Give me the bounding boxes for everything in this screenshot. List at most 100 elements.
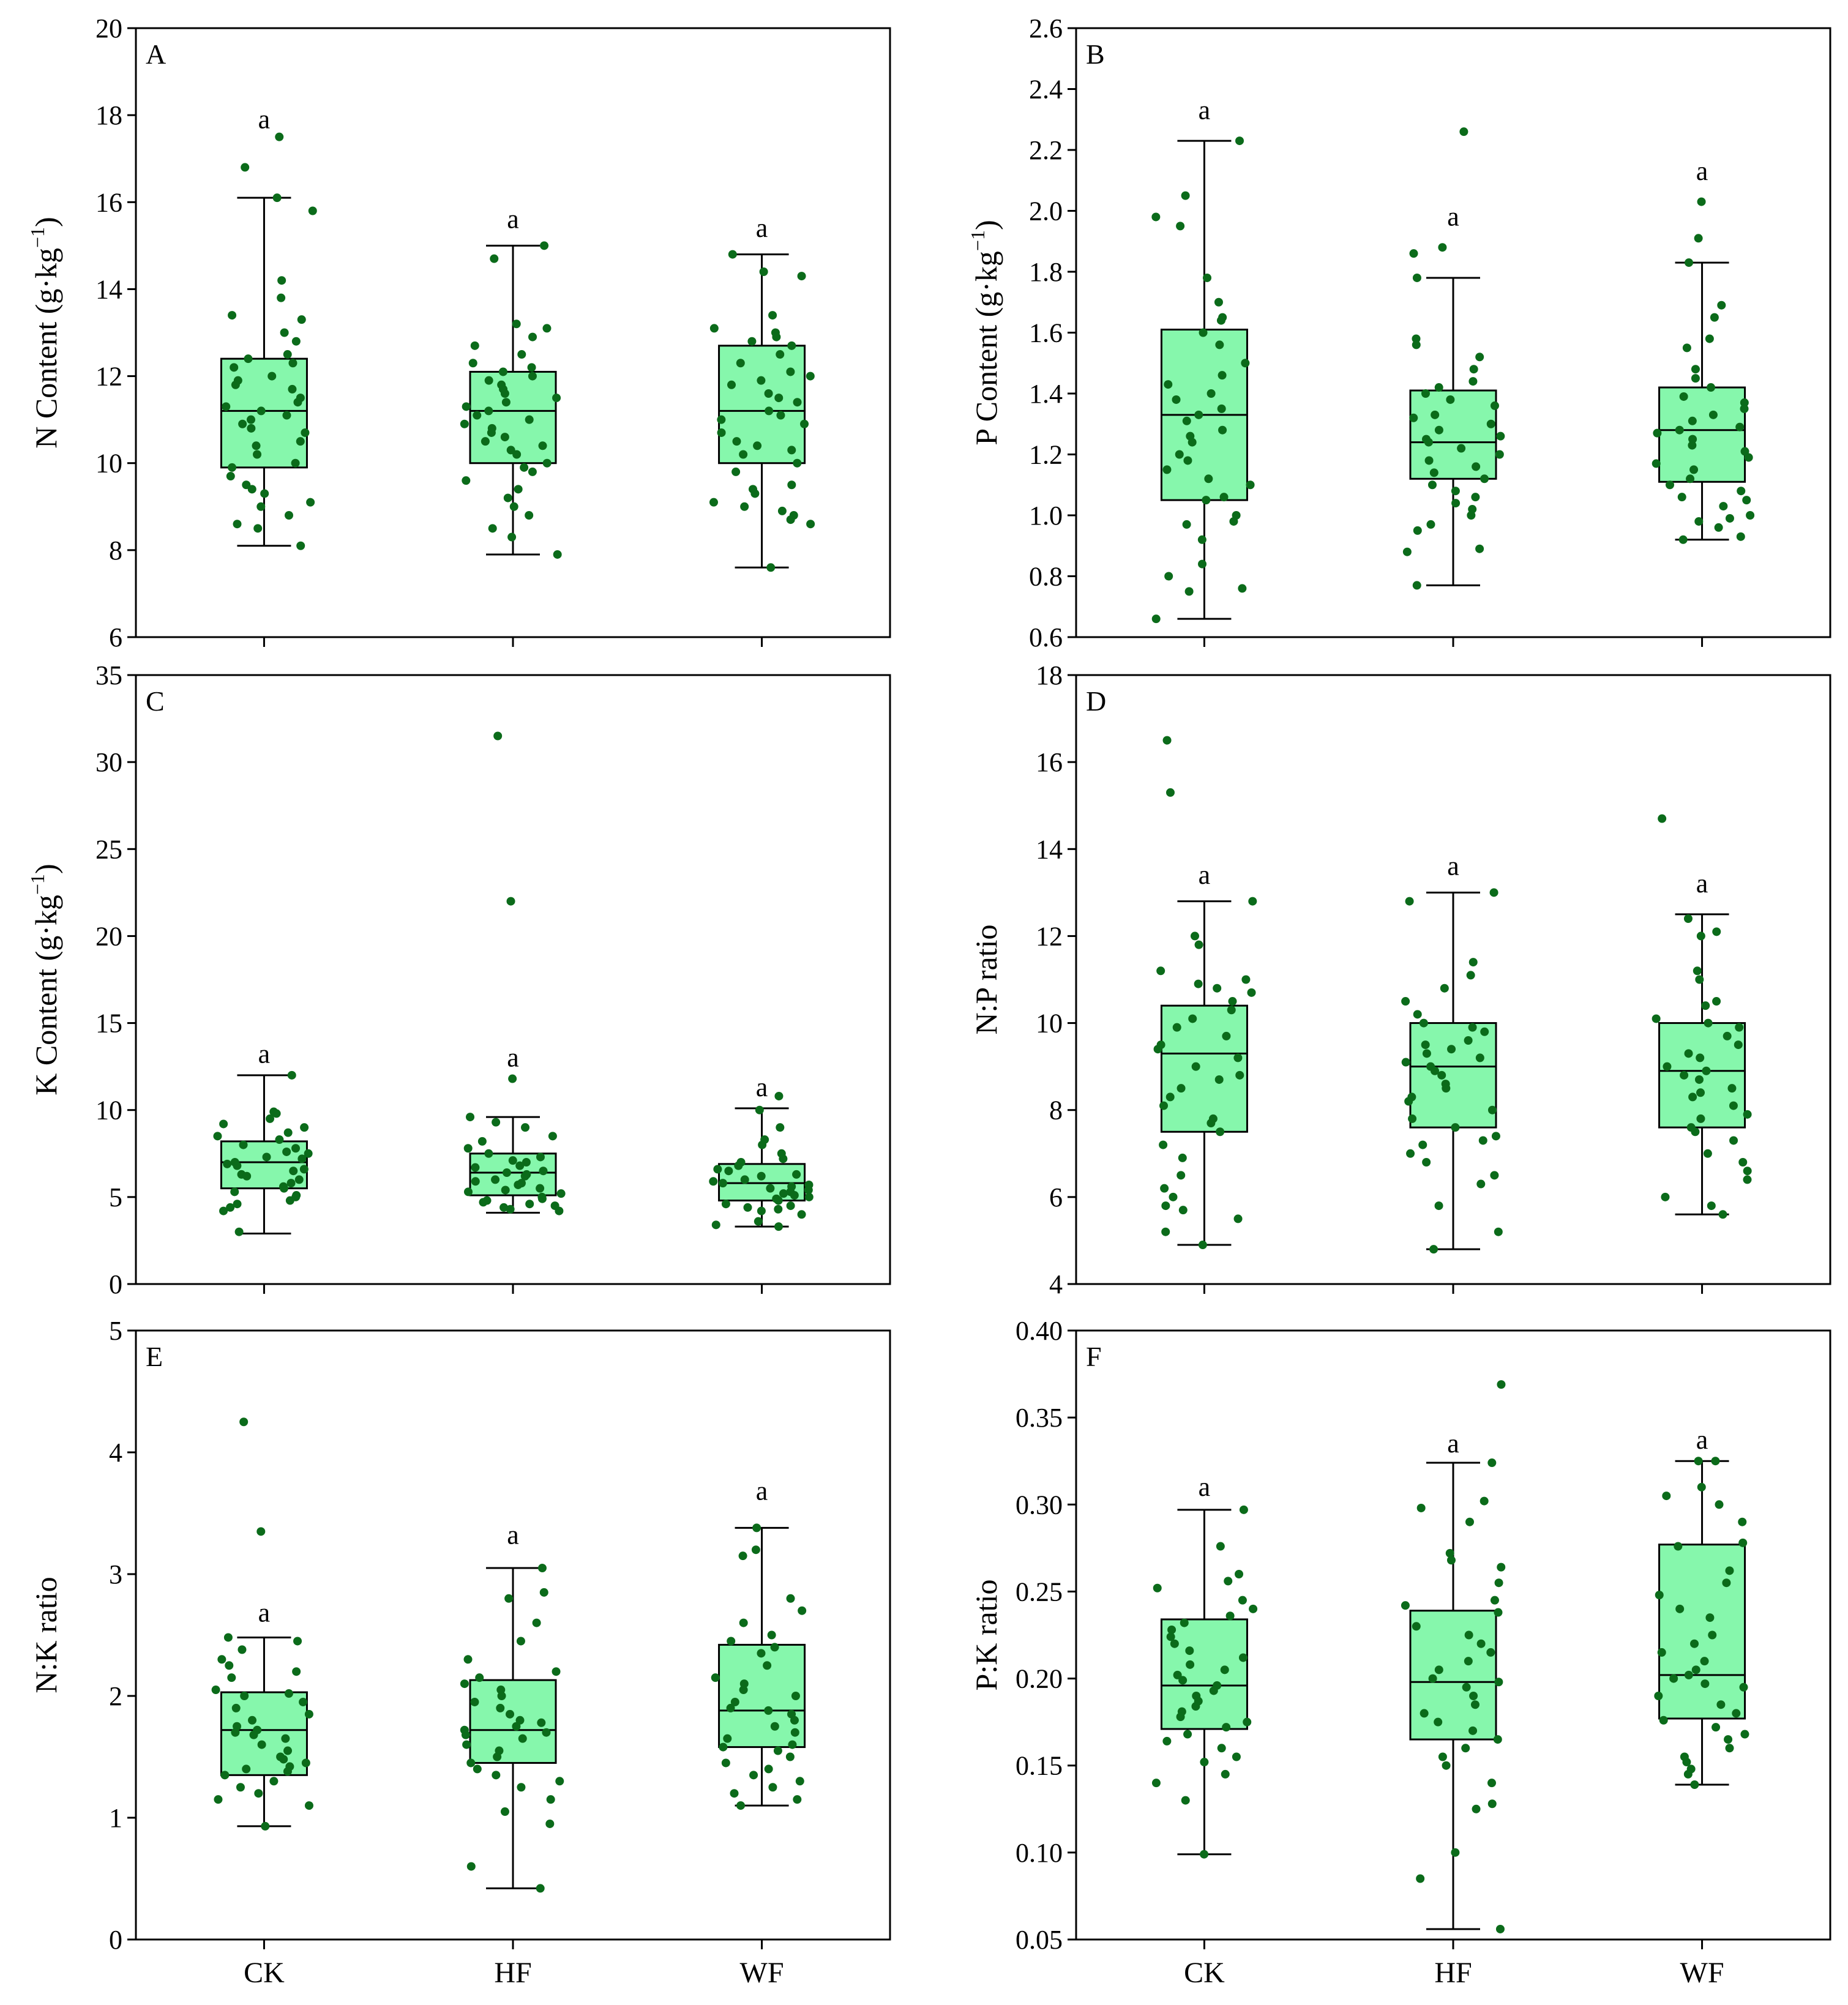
- data-point-D-CK-33: [1178, 1206, 1188, 1215]
- data-point-A-CK-21: [256, 406, 266, 416]
- data-point-F-HF-4: [1465, 1517, 1474, 1526]
- data-point-F-CK-2: [1235, 1570, 1244, 1578]
- data-point-D-CK-7: [1194, 979, 1203, 988]
- data-point-B-CK-24: [1204, 474, 1213, 484]
- y-tick-label-B-10: 2.6: [1029, 13, 1063, 43]
- data-point-A-HF-31: [528, 467, 537, 476]
- data-point-B-CK-35: [1184, 587, 1194, 596]
- y-tick-label-F-6: 0.35: [1016, 1403, 1063, 1433]
- data-point-C-CK-10: [291, 1144, 301, 1153]
- data-point-A-HF-38: [507, 532, 517, 542]
- data-point-D-CK-6: [1241, 975, 1251, 984]
- data-point-C-WF-13: [740, 1175, 749, 1184]
- data-point-E-CK-28: [283, 1767, 292, 1776]
- data-point-D-CK-13: [1172, 1023, 1181, 1032]
- data-point-F-CK-10: [1166, 1632, 1175, 1641]
- significance-label-F-CK: a: [1199, 1472, 1211, 1502]
- data-point-A-HF-9: [498, 367, 507, 376]
- data-point-D-HF-5: [1401, 997, 1410, 1006]
- panel-label-E: E: [146, 1341, 163, 1372]
- y-tick-label-F-0: 0.05: [1016, 1925, 1063, 1955]
- data-point-C-HF-22: [514, 1180, 523, 1189]
- data-point-B-HF-23: [1472, 462, 1481, 471]
- significance-label-D-HF: a: [1447, 851, 1459, 881]
- data-point-D-HF-1: [1405, 897, 1414, 906]
- data-point-B-CK-7: [1216, 316, 1225, 325]
- data-point-A-CK-34: [247, 485, 256, 494]
- data-point-F-HF-16: [1464, 1657, 1473, 1666]
- data-point-A-HF-1: [490, 254, 499, 263]
- data-point-F-WF-5: [1738, 1517, 1747, 1526]
- data-point-D-WF-21: [1688, 1092, 1697, 1102]
- data-point-A-CK-2: [272, 193, 282, 203]
- data-point-A-WF-2: [797, 272, 806, 281]
- data-point-A-HF-2: [512, 319, 521, 329]
- data-point-B-WF-3: [1717, 301, 1726, 310]
- data-point-D-WF-22: [1729, 1101, 1738, 1110]
- data-point-A-CK-3: [308, 206, 317, 215]
- data-point-D-HF-24: [1408, 1114, 1417, 1123]
- data-point-F-HF-27: [1461, 1744, 1470, 1753]
- y-tick-label-D-5: 14: [1036, 834, 1063, 864]
- data-point-E-WF-13: [739, 1686, 748, 1695]
- data-point-A-CK-20: [222, 402, 231, 411]
- data-point-C-CK-32: [219, 1206, 228, 1215]
- data-point-E-CK-20: [281, 1734, 290, 1743]
- data-point-D-WF-33: [1707, 1201, 1716, 1211]
- data-point-C-HF-4: [492, 1118, 501, 1127]
- data-point-D-HF-12: [1447, 1045, 1456, 1054]
- data-point-E-CK-24: [279, 1755, 288, 1764]
- data-point-C-WF-9: [713, 1165, 722, 1174]
- data-point-C-WF-6: [779, 1154, 788, 1163]
- data-point-A-HF-19: [473, 411, 482, 420]
- y-tick-label-C-6: 30: [95, 747, 122, 777]
- data-point-A-HF-29: [542, 458, 552, 468]
- data-point-C-HF-20: [471, 1177, 480, 1186]
- data-point-A-WF-27: [793, 458, 802, 468]
- data-point-A-WF-9: [776, 350, 785, 359]
- data-point-F-WF-3: [1662, 1492, 1671, 1501]
- data-point-A-CK-28: [252, 441, 261, 450]
- data-point-F-CK-9: [1167, 1625, 1177, 1634]
- y-tick-label-C-7: 35: [95, 660, 122, 690]
- data-point-C-WF-15: [718, 1179, 727, 1188]
- data-point-A-WF-14: [727, 380, 736, 389]
- data-point-E-WF-19: [790, 1716, 799, 1725]
- data-point-E-WF-22: [723, 1734, 732, 1743]
- data-point-B-CK-22: [1183, 456, 1192, 465]
- data-point-F-HF-6: [1446, 1556, 1456, 1565]
- y-tick-label-B-9: 2.4: [1029, 75, 1063, 105]
- data-point-D-HF-29: [1406, 1149, 1415, 1158]
- data-point-D-CK-17: [1233, 1053, 1243, 1062]
- data-point-A-WF-32: [709, 498, 718, 507]
- data-point-D-WF-13: [1684, 1049, 1693, 1058]
- data-point-B-CK-26: [1219, 493, 1229, 502]
- data-point-D-HF-30: [1422, 1158, 1431, 1167]
- data-point-F-WF-15: [1657, 1648, 1666, 1657]
- data-point-D-HF-34: [1494, 1227, 1503, 1236]
- data-point-D-HF-27: [1478, 1136, 1487, 1145]
- data-point-B-CK-32: [1198, 559, 1207, 569]
- data-point-E-HF-15: [537, 1718, 546, 1727]
- data-point-F-HF-20: [1462, 1682, 1471, 1692]
- data-point-A-HF-20: [525, 415, 534, 424]
- data-point-E-CK-34: [304, 1801, 313, 1810]
- y-tick-label-E-4: 4: [109, 1438, 122, 1468]
- data-point-F-HF-7: [1497, 1563, 1506, 1572]
- data-point-F-WF-18: [1684, 1670, 1693, 1679]
- data-point-B-WF-25: [1666, 480, 1675, 490]
- data-point-B-WF-15: [1735, 422, 1745, 431]
- data-point-B-WF-7: [1691, 365, 1700, 374]
- y-tick-label-C-2: 10: [95, 1096, 122, 1126]
- significance-label-C-WF: a: [756, 1072, 768, 1102]
- significance-label-A-WF: a: [756, 213, 768, 243]
- data-point-A-CK-37: [256, 502, 266, 511]
- data-point-D-WF-34: [1718, 1210, 1727, 1219]
- data-point-F-HF-11: [1494, 1608, 1503, 1617]
- data-point-C-WF-10: [724, 1167, 733, 1176]
- data-point-E-CK-35: [261, 1821, 270, 1831]
- data-point-F-CK-32: [1221, 1769, 1230, 1779]
- data-point-F-HF-18: [1428, 1674, 1437, 1683]
- data-point-B-HF-6: [1475, 353, 1484, 362]
- data-point-E-HF-7: [475, 1673, 484, 1682]
